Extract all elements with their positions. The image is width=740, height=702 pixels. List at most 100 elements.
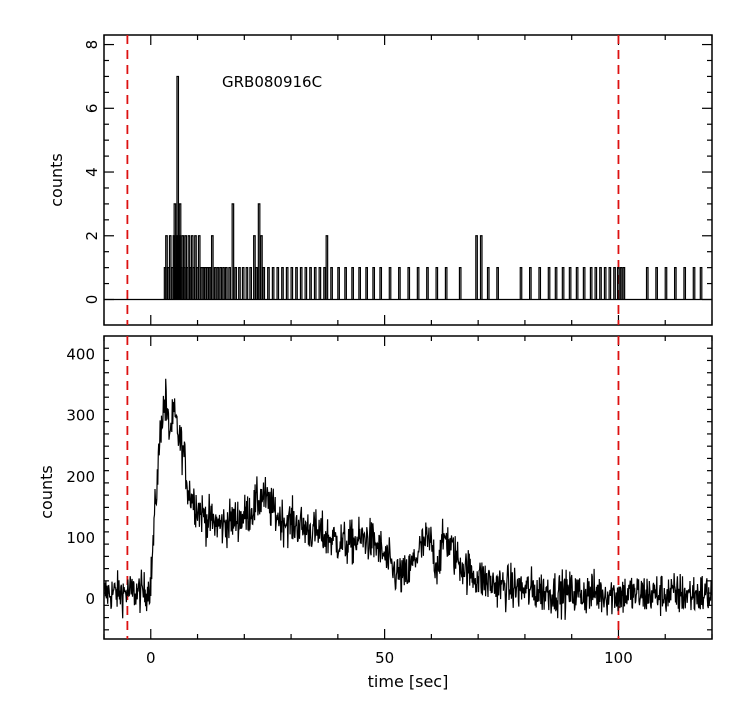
top-event-bin xyxy=(426,267,429,300)
top-event-bin xyxy=(253,235,256,300)
top-event-bin xyxy=(608,267,612,300)
top-event-bin xyxy=(241,267,245,300)
bottom-x-tick-label: 0 xyxy=(146,649,156,667)
top-event-bin xyxy=(290,267,294,300)
top-event-bin xyxy=(475,235,478,300)
top-event-bin xyxy=(622,267,626,300)
bottom-x-ticks: 0 50 100 xyxy=(103,336,713,667)
top-event-bin xyxy=(255,267,259,300)
top-event-bin xyxy=(673,267,677,300)
top-event-bin xyxy=(260,235,263,300)
top-plot-frame xyxy=(103,34,713,326)
top-event-bin xyxy=(257,203,261,300)
top-event-bin xyxy=(589,267,593,300)
top-event-bin xyxy=(176,75,180,300)
bottom-plot-frame xyxy=(103,335,713,640)
top-event-bin xyxy=(210,235,214,300)
bottom-x-tick-label: 100 xyxy=(604,649,633,667)
top-y-tick-label: 2 xyxy=(83,231,101,241)
bottom-y-tick-label: 100 xyxy=(66,529,95,547)
top-event-bin xyxy=(554,267,558,300)
top-event-bin xyxy=(416,267,420,300)
top-event-bin xyxy=(206,267,209,300)
top-event-bin xyxy=(547,267,551,300)
top-event-bin xyxy=(444,267,448,300)
top-event-bin xyxy=(407,267,411,300)
bottom-x-axis-title: time [sec] xyxy=(368,672,449,691)
top-event-bin xyxy=(231,203,235,300)
top-event-bin xyxy=(458,267,462,300)
bottom-x-tick-label: 50 xyxy=(375,649,394,667)
top-event-bin xyxy=(435,267,439,300)
top-event-bin xyxy=(692,267,696,300)
top-event-bin xyxy=(575,267,579,300)
top-event-bin xyxy=(178,203,182,300)
top-event-bin xyxy=(281,267,284,300)
top-event-bin xyxy=(213,267,217,300)
top-event-bin xyxy=(594,267,598,300)
top-event-bin xyxy=(318,267,322,300)
top-y-tick-label: 6 xyxy=(83,104,101,114)
top-event-bin xyxy=(561,267,565,300)
top-event-bin xyxy=(603,267,607,300)
top-event-bin xyxy=(699,267,703,300)
top-event-bin xyxy=(309,267,312,300)
top-annotation: GRB080916C xyxy=(222,73,322,91)
top-y-tick-label: 4 xyxy=(83,167,101,177)
top-event-bin xyxy=(330,267,333,300)
top-event-bin xyxy=(238,267,241,300)
top-event-bin xyxy=(222,267,225,300)
top-event-bin xyxy=(529,267,532,300)
top-event-bin xyxy=(388,267,392,300)
top-event-bin xyxy=(295,267,298,300)
top-event-bin xyxy=(568,267,572,300)
bottom-y-tick-label: 200 xyxy=(66,468,95,486)
top-event-bin xyxy=(683,267,687,300)
top-event-bin xyxy=(304,267,308,300)
top-event-bin xyxy=(323,267,326,300)
top-event-bin xyxy=(208,267,212,300)
top-event-bin xyxy=(245,267,249,300)
top-event-bin xyxy=(271,267,275,300)
top-event-bin xyxy=(582,267,586,300)
top-event-bin xyxy=(613,267,616,300)
top-event-bin xyxy=(619,267,623,300)
top-event-bin xyxy=(664,267,668,300)
top-event-bin xyxy=(486,267,490,300)
top-y-tick-label: 8 xyxy=(83,40,101,50)
top-event-bin xyxy=(645,267,649,300)
top-event-bin xyxy=(299,267,303,300)
top-event-bin xyxy=(262,267,266,300)
top-y-axis-title: counts xyxy=(47,153,66,206)
top-event-bin xyxy=(372,267,376,300)
top-event-series xyxy=(163,75,703,300)
top-event-bin xyxy=(479,235,483,300)
top-event-bin xyxy=(337,267,340,300)
top-event-bin xyxy=(313,267,317,300)
top-event-bin xyxy=(267,267,270,300)
top-event-bin xyxy=(655,267,658,300)
top-event-bin xyxy=(285,267,289,300)
bottom-panel: 0 100 200 300 400 0 50 100 time [sec] counts xyxy=(37,335,713,691)
top-event-bin xyxy=(398,267,401,300)
top-event-bin xyxy=(379,267,383,300)
top-event-bin xyxy=(234,267,238,300)
bottom-y-tick-label: 400 xyxy=(66,345,95,363)
top-event-bin xyxy=(276,267,280,300)
top-event-bin xyxy=(325,235,329,300)
top-y-ticks: 0 2 4 6 8 xyxy=(83,40,712,304)
top-y-tick-label: 0 xyxy=(83,295,101,305)
bottom-y-ticks: 0 100 200 300 400 xyxy=(66,345,712,631)
top-event-bin xyxy=(599,267,602,300)
top-event-bin xyxy=(358,267,361,300)
top-event-bin xyxy=(344,267,347,300)
top-event-bin xyxy=(203,267,207,300)
top-event-bin xyxy=(496,267,499,300)
bottom-y-tick-label: 0 xyxy=(85,590,95,608)
top-event-bin xyxy=(249,267,253,300)
top-event-bin xyxy=(228,267,231,300)
top-panel: 0 2 4 6 8 GRB080916C counts xyxy=(47,34,713,326)
top-event-bin xyxy=(216,267,220,300)
top-event-bin xyxy=(351,267,354,300)
